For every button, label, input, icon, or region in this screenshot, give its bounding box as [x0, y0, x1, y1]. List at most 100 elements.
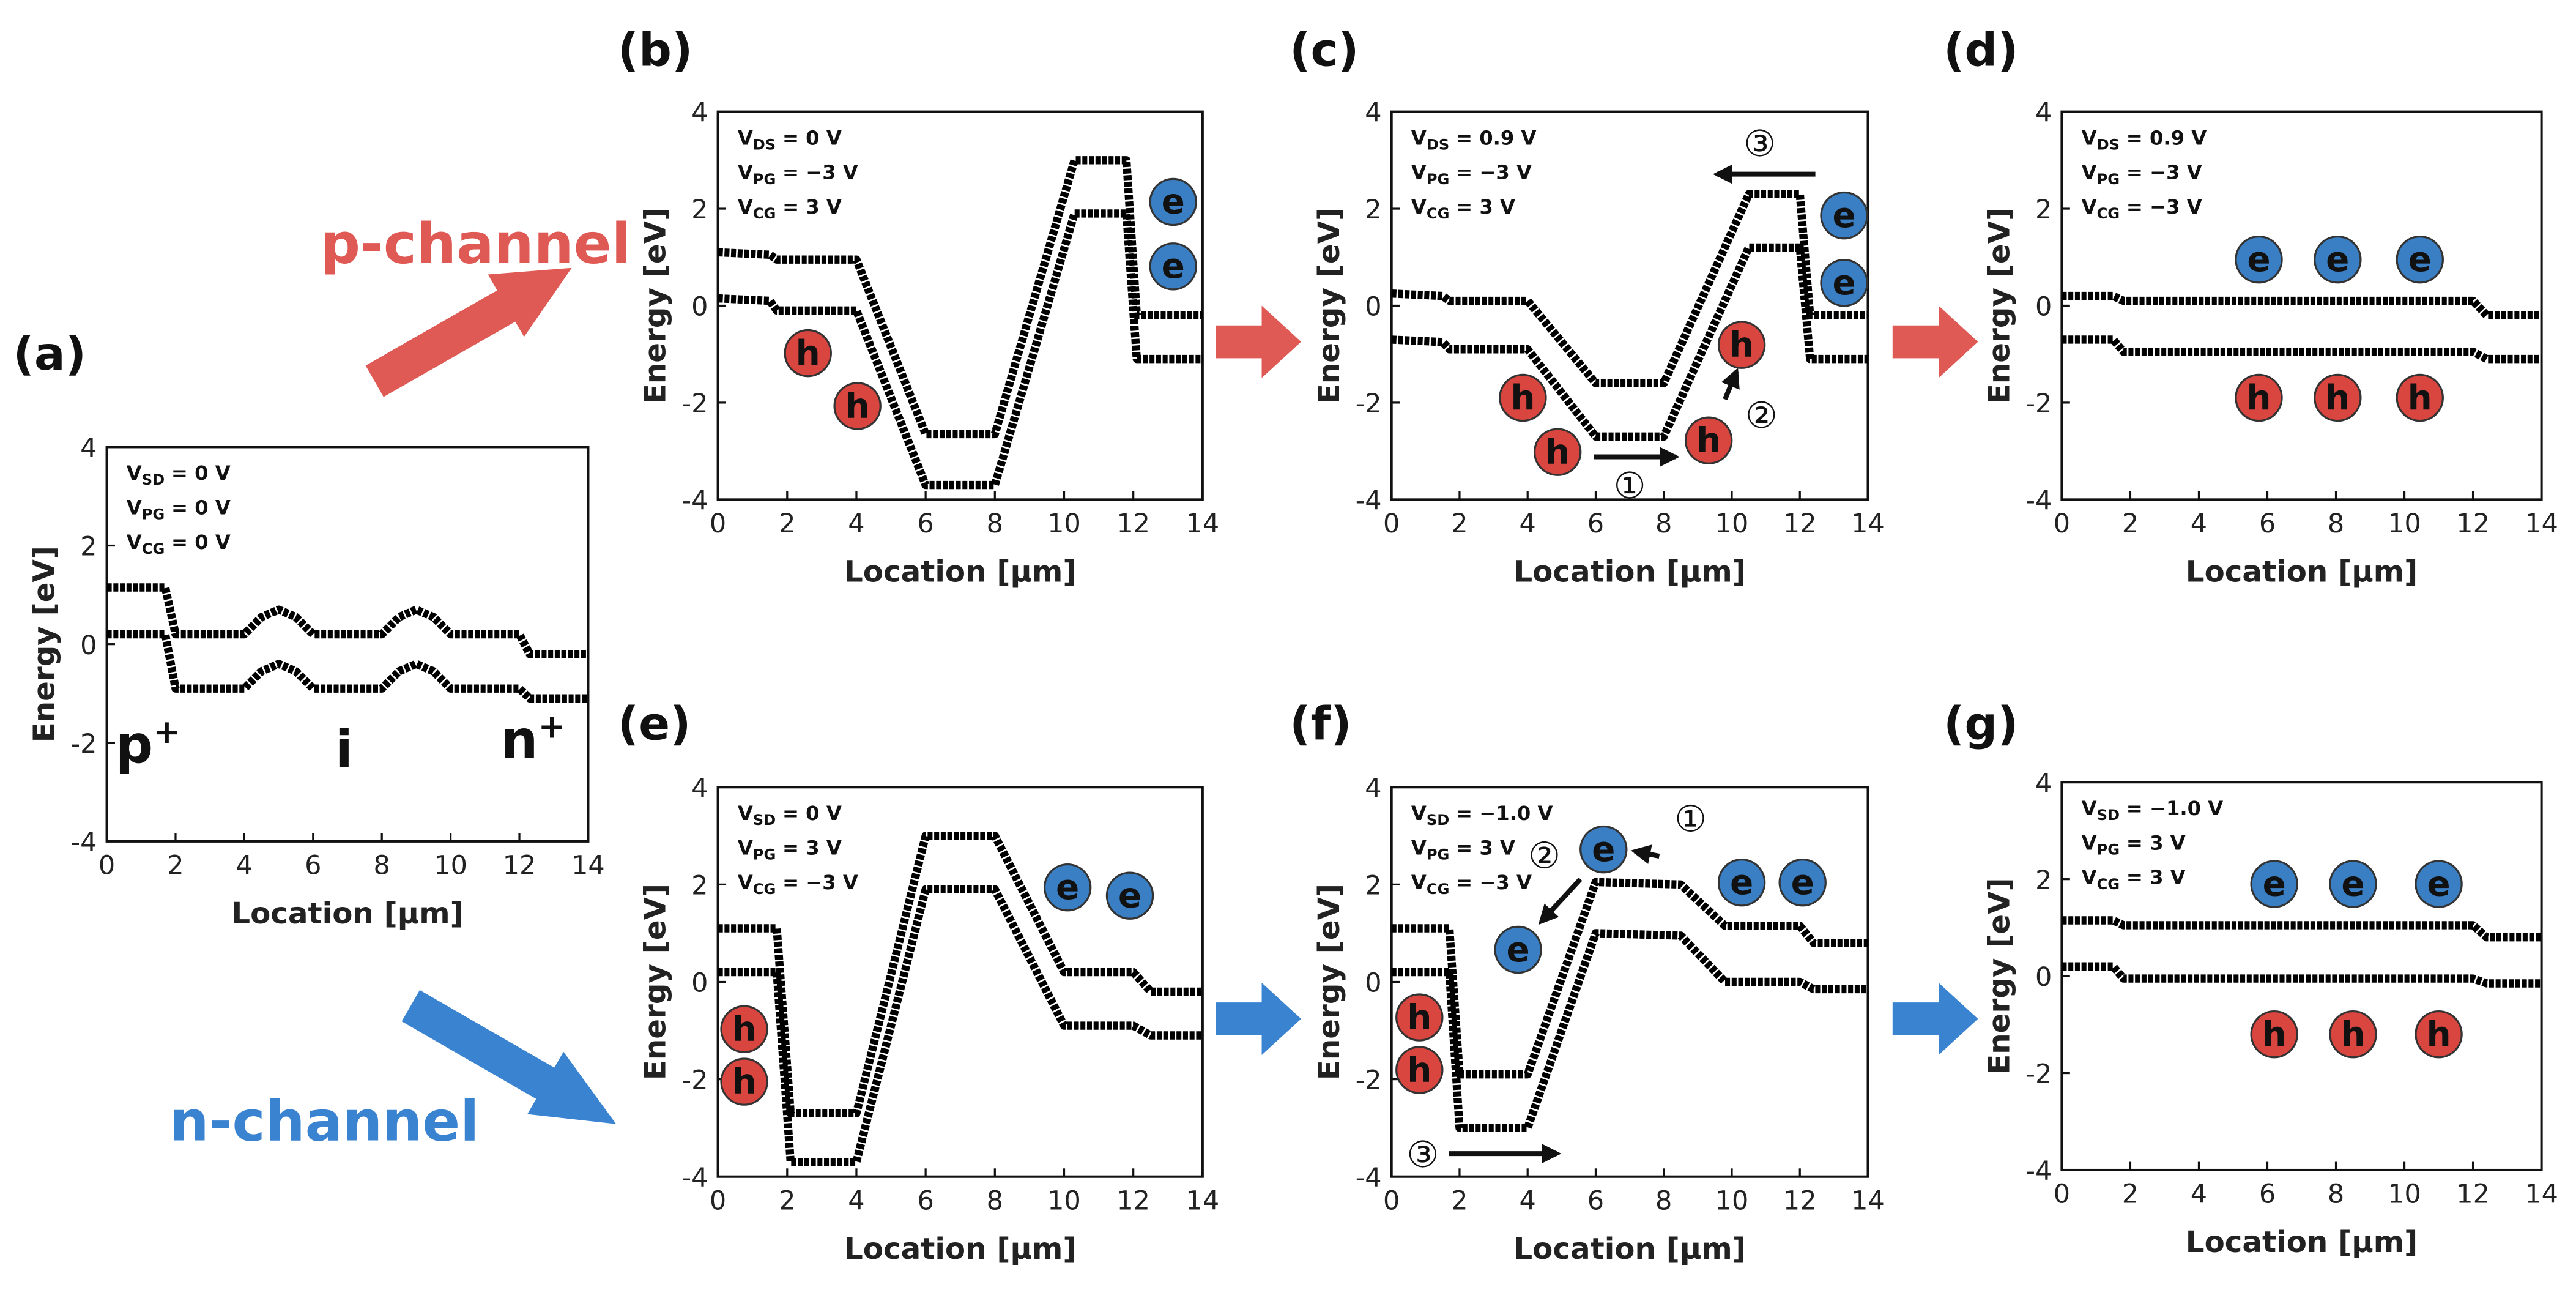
electron — [2396, 236, 2444, 284]
step-marker: ① — [1614, 464, 1646, 507]
condition: VPG = −3 V — [1411, 161, 1532, 188]
condition-value: = −3 V — [2126, 195, 2202, 218]
condition-value: = 0 V — [171, 496, 231, 520]
condition: VDS = 0.9 V — [1411, 126, 1537, 153]
carrier-label: e — [1162, 182, 1185, 222]
x-axis-label: Location [μm] — [1513, 1232, 1745, 1266]
p-channel-arrowhead — [488, 267, 572, 337]
x-tick-label: 10 — [1047, 509, 1081, 539]
carrier-label: h — [1729, 325, 1754, 365]
carrier-label: e — [1832, 263, 1855, 303]
y-tick-label: 2 — [2035, 865, 2052, 896]
y-tick-label: 0 — [2035, 292, 2052, 322]
band-curve — [2062, 916, 2542, 942]
x-tick-label: 10 — [2388, 1179, 2421, 1210]
carrier-label: h — [2325, 378, 2350, 418]
carrier-label: e — [1507, 930, 1530, 970]
y-tick-label: -2 — [682, 1065, 708, 1096]
x-tick-label: 8 — [1655, 1185, 1672, 1216]
condition-value: = −3 V — [2126, 161, 2202, 184]
y-tick-label: -4 — [1356, 1163, 1382, 1193]
x-tick-label: 2 — [779, 1185, 795, 1216]
y-tick-label: 4 — [691, 773, 708, 803]
condition-symbol: V — [1411, 836, 1427, 859]
condition-symbol: V — [127, 531, 142, 554]
hole — [720, 1005, 768, 1053]
condition: VCG = 0 V — [127, 531, 231, 557]
y-tick-label: -2 — [1356, 389, 1382, 419]
carrier-label: h — [732, 1062, 757, 1102]
x-tick-label: 8 — [1655, 509, 1672, 539]
x-tick-label: 8 — [2328, 1179, 2344, 1210]
condition: VCG = −3 V — [1411, 871, 1532, 898]
region-label: n+ — [500, 707, 565, 770]
x-tick-label: 6 — [1587, 1185, 1604, 1216]
y-tick-label: 2 — [1365, 195, 1381, 225]
electron — [1579, 825, 1628, 874]
condition-symbol: V — [1411, 126, 1427, 149]
electron — [1494, 925, 1542, 974]
electron — [1717, 859, 1766, 907]
x-tick-label: 4 — [848, 509, 864, 539]
panel-label: (g) — [1943, 696, 2019, 750]
condition-value: = 3 V — [2126, 831, 2186, 854]
hole — [833, 382, 882, 430]
condition: VCG = −3 V — [738, 871, 858, 898]
y-axis-label: Energy [eV] — [1312, 207, 1346, 404]
y-tick-label: 0 — [2035, 962, 2052, 993]
condition: VDS = 0.9 V — [2082, 126, 2207, 153]
hole — [1717, 321, 1766, 369]
y-tick-label: 4 — [80, 433, 97, 464]
x-tick-label: 10 — [1047, 1185, 1081, 1216]
panel-label: (c) — [1290, 23, 1359, 76]
chart: 0 2 4 6 8 10 12 14 -4 -2 0 2 4 Location [μm] Energy [e… — [1290, 23, 1885, 589]
panel-label: (b) — [618, 23, 693, 76]
x-tick-label: 12 — [503, 851, 536, 881]
condition-value: = 0 V — [171, 531, 231, 554]
n-channel-arrow — [401, 990, 560, 1102]
electron — [1149, 177, 1197, 226]
x-tick-label: 14 — [1186, 509, 1220, 539]
hole — [2329, 1010, 2377, 1059]
x-tick-label: 10 — [2388, 509, 2421, 539]
chart: 0 2 4 6 8 10 12 14 -4 -2 0 2 4 Location [μm] Energy [e… — [618, 696, 1219, 1266]
condition-subscript: CG — [2097, 205, 2120, 222]
condition: VPG = −3 V — [738, 161, 858, 188]
y-axis-label: Energy [eV] — [639, 884, 673, 1080]
electron — [2314, 236, 2362, 284]
condition-subscript: CG — [142, 540, 165, 557]
y-tick-label: 4 — [2035, 98, 2052, 129]
condition-symbol: V — [738, 871, 753, 894]
condition-symbol: V — [2082, 195, 2097, 218]
p-channel-arrow — [365, 286, 522, 397]
x-tick-label: 12 — [1116, 509, 1150, 539]
carrier-label: h — [732, 1009, 757, 1049]
step-marker: ② — [1528, 834, 1561, 876]
condition-value: = 0 V — [171, 461, 231, 485]
condition: VSD = 0 V — [738, 802, 842, 829]
condition-subscript: CG — [1427, 205, 1450, 222]
condition-subscript: PG — [142, 506, 165, 523]
y-tick-label: 2 — [2035, 195, 2052, 225]
x-tick-label: 6 — [2259, 509, 2276, 539]
electron — [2250, 860, 2298, 908]
x-tick-label: 0 — [98, 851, 115, 881]
condition-subscript: SD — [753, 811, 776, 829]
y-tick-label: -4 — [682, 1163, 708, 1193]
x-tick-label: 2 — [2122, 1179, 2139, 1210]
x-tick-label: 6 — [917, 509, 934, 539]
chart: 0 2 4 6 8 10 12 14 -4 -2 0 2 4 Location [μm] Energy [e… — [13, 327, 604, 931]
x-tick-label: 14 — [2525, 1179, 2558, 1210]
condition-subscript: PG — [1427, 846, 1450, 863]
step-arrow — [1892, 982, 1978, 1055]
x-tick-label: 2 — [1451, 1185, 1468, 1216]
band-curve — [1391, 929, 1868, 1132]
band-curve — [1391, 190, 1868, 387]
carrier-label: h — [1510, 378, 1535, 418]
x-tick-label: 6 — [2259, 1179, 2276, 1210]
condition-symbol: V — [1411, 195, 1427, 218]
carrier-label: e — [2427, 864, 2450, 904]
condition-value: = −1.0 V — [2126, 797, 2224, 820]
x-tick-label: 14 — [1851, 509, 1885, 539]
